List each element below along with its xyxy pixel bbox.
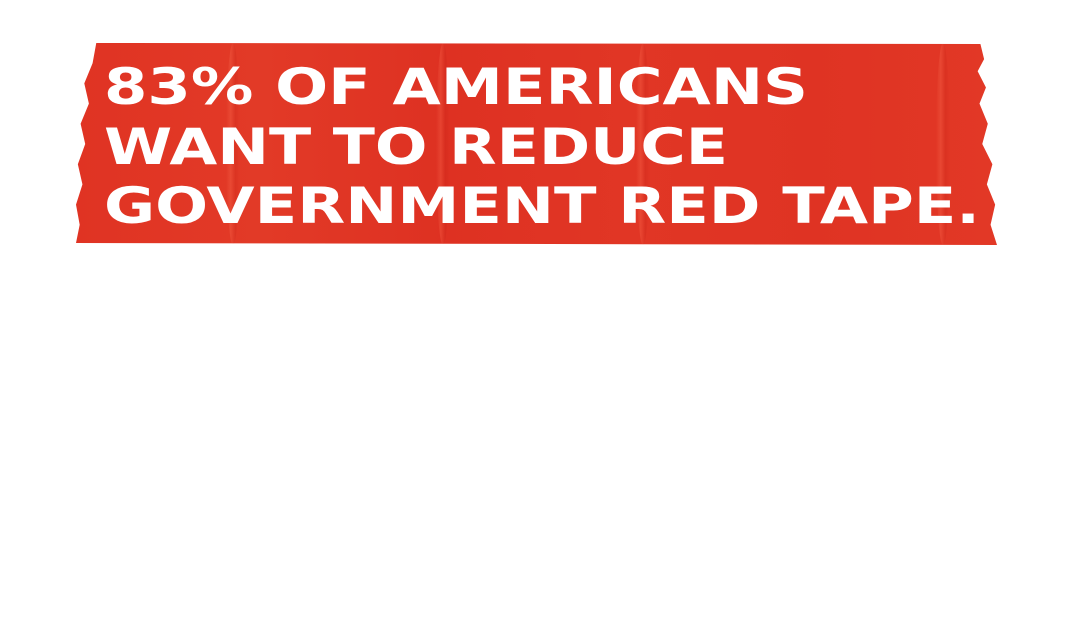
tape-crease [636,43,650,245]
tape-crease [226,43,240,245]
headline-line-3: GOVERNMENT RED TAPE. [104,177,980,235]
tape-crease [936,43,950,245]
headline: 83% OF AMERICANS WANT TO REDUCE GOVERNME… [104,58,980,237]
headline-line-1: 83% OF AMERICANS [104,58,808,116]
red-tape-banner [76,43,997,245]
headline-line-2: WANT TO REDUCE [104,117,728,176]
tape-crease [436,43,450,245]
